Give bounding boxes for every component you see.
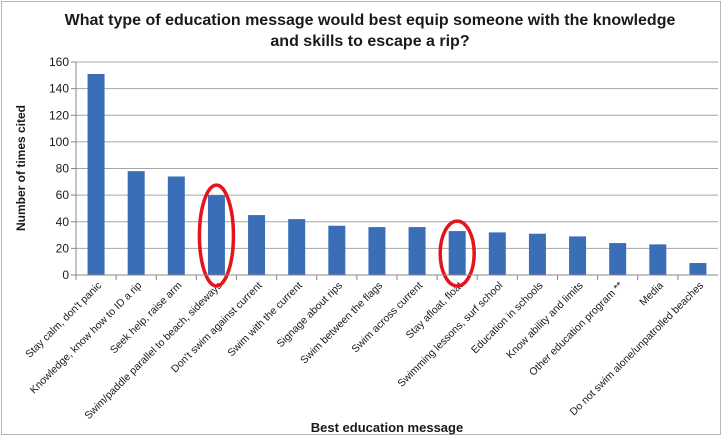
bars — [75, 73, 707, 280]
chart-title: What type of education message would bes… — [64, 12, 676, 50]
bar — [569, 236, 587, 275]
x-tick-label: Seek help, raise arm — [108, 279, 185, 356]
y-tick-label: 140 — [49, 82, 69, 96]
bar — [609, 243, 627, 275]
bar — [87, 73, 105, 275]
y-tick-label: 20 — [56, 241, 70, 255]
x-tick-label: Stay calm, don't panic — [23, 280, 104, 361]
highlight-circle — [438, 219, 476, 288]
y-tick-label: 80 — [56, 162, 70, 176]
bar — [689, 263, 707, 275]
y-tick-label: 60 — [56, 188, 70, 202]
x-axis-title: Best education message — [311, 420, 463, 435]
bar — [288, 219, 306, 275]
y-tick-label: 40 — [56, 215, 70, 229]
x-tick-label: Know ability and limits — [504, 280, 586, 362]
y-tick-label: 160 — [49, 55, 69, 69]
bar — [408, 227, 426, 275]
y-tick-label: 100 — [49, 135, 69, 149]
bar — [328, 225, 346, 275]
y-tick-label: 120 — [49, 108, 69, 122]
bar — [488, 232, 506, 275]
bar — [368, 227, 386, 275]
x-tick-label: Media — [637, 280, 666, 309]
x-tick-label: Education in schools — [469, 280, 546, 357]
y-axis-title: Number of times cited — [14, 105, 28, 231]
bar — [127, 171, 145, 275]
x-tick-label: Swim across current — [349, 280, 425, 356]
x-tick-label: Swim with the current — [225, 280, 305, 360]
highlight-circles — [197, 183, 476, 288]
bar — [207, 195, 225, 275]
highlight-circle — [197, 183, 236, 288]
y-axis-ticks: 0 20 40 60 80 100 120 140 160 — [49, 55, 69, 282]
bar — [528, 233, 546, 275]
bar — [167, 176, 185, 275]
bar — [649, 244, 667, 275]
bar — [248, 215, 266, 275]
y-tick-label: 0 — [62, 268, 69, 282]
bar — [448, 231, 466, 275]
